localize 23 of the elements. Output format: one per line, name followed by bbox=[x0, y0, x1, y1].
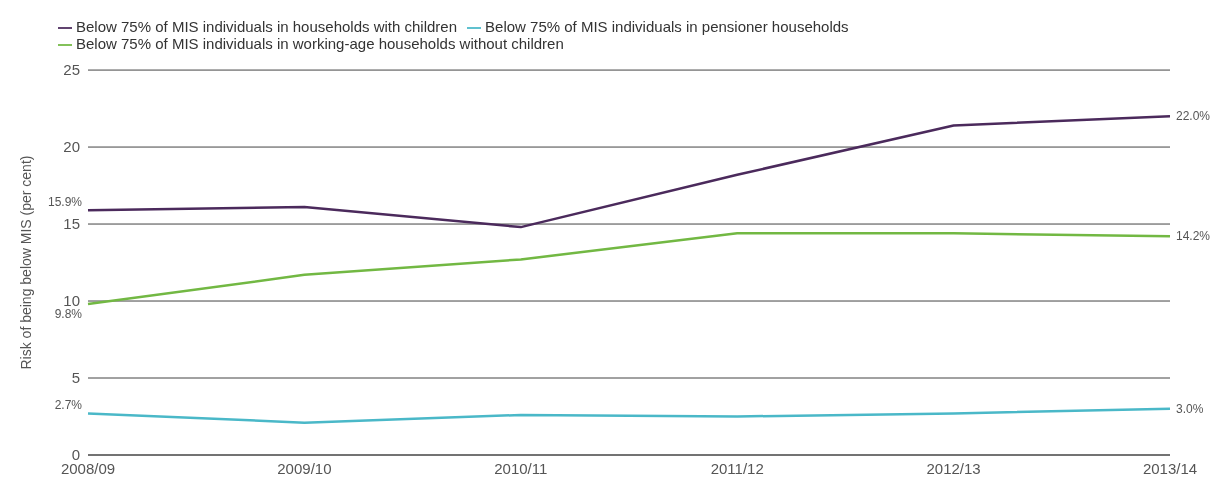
y-tick-label: 5 bbox=[71, 369, 80, 387]
x-tick-label: 2011/12 bbox=[710, 459, 764, 477]
data-label: 22.0% bbox=[1176, 109, 1211, 124]
legend-label: Below 75% of MIS individuals in pensioner households bbox=[485, 18, 849, 35]
x-tick-label: 2012/13 bbox=[926, 459, 981, 477]
data-label: 3.0% bbox=[1176, 401, 1204, 416]
y-tick-label: 20 bbox=[63, 138, 80, 156]
x-tick-label: 2013/14 bbox=[1142, 459, 1198, 477]
data-label: 14.2% bbox=[1176, 229, 1211, 244]
legend-label: Below 75% of MIS individuals in households with children bbox=[76, 18, 458, 35]
data-label: 15.9% bbox=[47, 195, 83, 210]
y-tick-label: 10 bbox=[63, 292, 80, 310]
data-label: 9.8% bbox=[54, 307, 83, 322]
x-tick-label: 2009/10 bbox=[277, 459, 332, 477]
y-axis-title: Risk of being below MIS (per cent) bbox=[17, 155, 34, 370]
x-tick-label: 2010/11 bbox=[494, 459, 548, 477]
line-series bbox=[86, 232, 1172, 306]
y-tick-label: 15 bbox=[63, 215, 80, 233]
legend-label: Below 75% of MIS individuals in working-age households without children bbox=[76, 35, 564, 53]
line-series bbox=[86, 115, 1172, 229]
y-tick-label: 25 bbox=[63, 61, 80, 79]
data-label: 2.7% bbox=[54, 398, 83, 413]
line-series bbox=[86, 407, 1172, 424]
